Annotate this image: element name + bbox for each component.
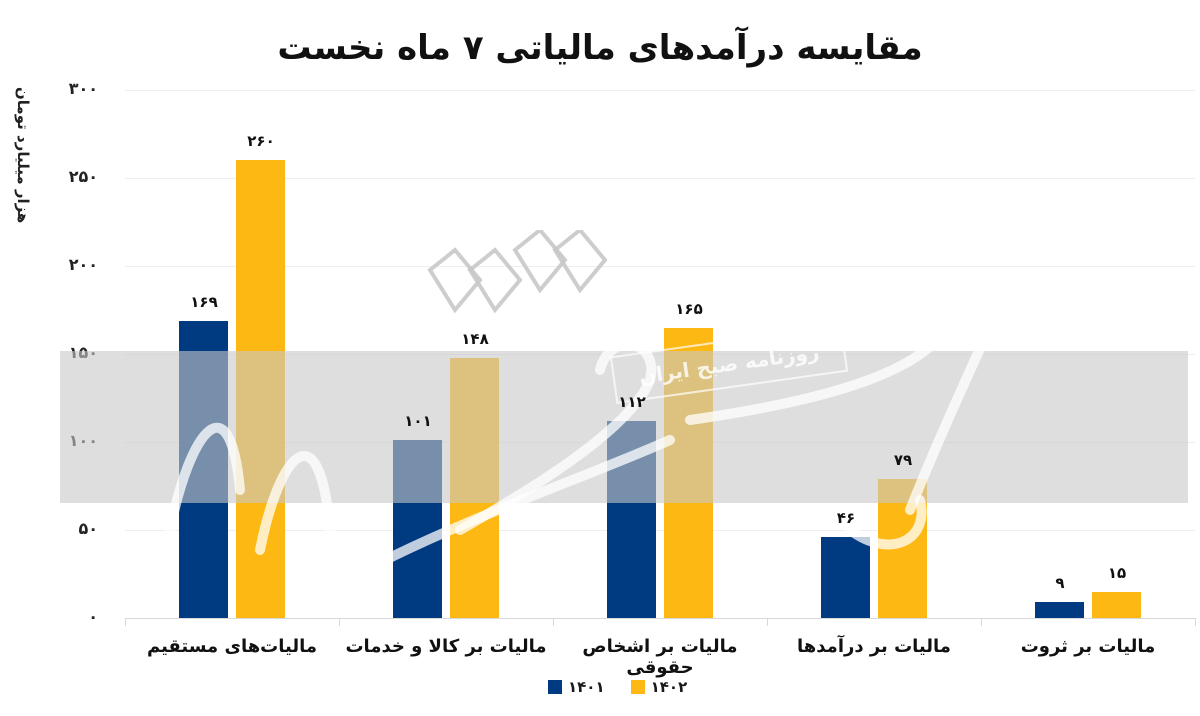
gridline [125,530,1195,531]
value-label-1402: ۲۶۰ [247,132,275,151]
value-label-1402: ۷۹ [893,450,913,469]
legend-swatch-1401 [548,680,562,694]
x-axis-separator [553,618,554,626]
category-label: مالیات بر اشخاص حقوقی [582,636,738,678]
legend-swatch-1402 [630,680,645,694]
bar-1402[interactable] [1092,591,1141,618]
value-label-1401: ۱۶۹ [190,292,218,311]
x-axis-separator [981,618,982,626]
bar-1401[interactable] [821,537,870,618]
y-axis-label: هزار میلیارد تومان [14,86,32,224]
legend-label-1401: ۱۴۰۱ [568,678,605,696]
value-label-1401: ۹ [1055,574,1065,593]
y-tick-label: ۲۵۰ [68,167,98,186]
legend: ۱۴۰۱ ۱۴۰۲ [548,678,705,696]
value-label-1402: ۱۵ [1107,563,1127,582]
x-axis-line [125,618,1195,619]
legend-item-1402[interactable]: ۱۴۰۲ [630,678,688,696]
x-axis-separator [767,618,768,626]
gridline [125,90,1195,91]
y-tick-label: ۳۰۰ [68,79,98,98]
value-label-1402: ۱۶۵ [675,299,703,318]
value-label-1402: ۱۴۸ [461,329,489,348]
legend-label-1402: ۱۴۰۲ [650,678,688,696]
value-label-1401: ۱۰۱ [404,412,432,431]
y-tick-label: ۲۰۰ [68,255,98,274]
value-label-1401: ۴۶ [836,509,856,528]
category-label: مالیات بر کالا و خدمات [345,636,547,657]
x-axis-separator [125,618,126,626]
bar-1401[interactable] [1035,602,1084,618]
category-label: مالیات‌های مستقیم [146,636,318,657]
legend-item-1401[interactable]: ۱۴۰۱ [548,678,605,696]
category-label: مالیات بر ثروت [1020,636,1156,657]
category-label: مالیات بر درآمدها [797,636,951,657]
gridline [125,178,1195,179]
y-tick-label: ۰ [88,607,98,626]
gridline [125,266,1195,267]
chart-title: مقایسه درآمدهای مالیاتی ۷ ماه نخست [277,28,923,68]
y-tick-label: ۵۰ [78,519,98,538]
value-label-1401: ۱۱۲ [618,392,646,411]
x-axis-separator [339,618,340,626]
x-axis-separator [1195,618,1196,626]
